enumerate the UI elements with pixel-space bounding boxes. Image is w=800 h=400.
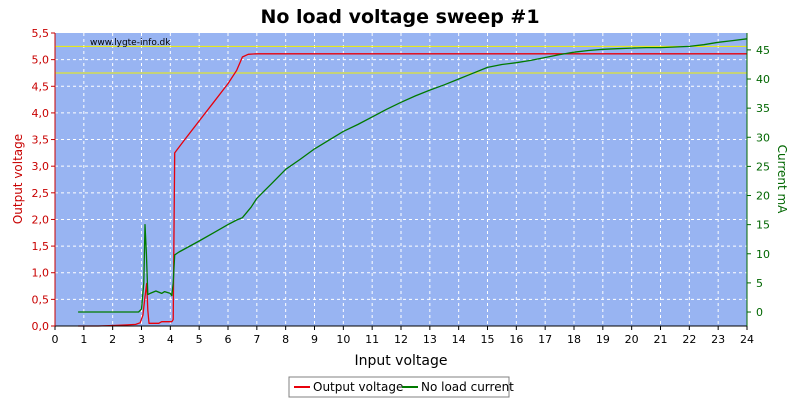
y-right-tick-label: 35 (756, 102, 770, 115)
x-axis-title: Input voltage (354, 353, 447, 369)
series-output-voltage (78, 53, 747, 327)
x-tick-label: 18 (567, 333, 581, 346)
x-tick-label: 2 (109, 333, 116, 346)
x-tick-label: 17 (538, 333, 552, 346)
y-right-tick-label: 15 (756, 219, 770, 232)
x-tick-label: 12 (394, 333, 408, 346)
y-right-tick-label: 0 (756, 306, 763, 319)
legend: Output voltage No load current (288, 376, 514, 398)
legend-label-voltage: Output voltage (313, 380, 403, 394)
y-right-tick-label: 30 (756, 131, 770, 144)
x-tick-label: 24 (740, 333, 754, 346)
x-tick-label: 14 (452, 333, 466, 346)
y-left-tick-label: 5,0 (32, 54, 50, 67)
y-left-tick-label: 0,0 (32, 320, 50, 333)
watermark: www.lygte-info.dk (90, 38, 171, 48)
y-left-tick-label: 2,0 (32, 213, 50, 226)
x-tick-label: 16 (509, 333, 523, 346)
y-left-tick-label: 4,0 (32, 107, 50, 120)
x-tick-label: 8 (282, 333, 289, 346)
x-tick-label: 4 (167, 333, 174, 346)
x-tick-label: 0 (52, 333, 59, 346)
legend-label-current: No load current (421, 380, 514, 394)
x-tick-label: 1 (80, 333, 87, 346)
y-left-tick-label: 1,5 (32, 240, 50, 253)
x-tick-label: 9 (311, 333, 318, 346)
x-tick-label: 7 (253, 333, 260, 346)
x-tick-label: 11 (365, 333, 379, 346)
x-tick-label: 15 (481, 333, 495, 346)
y-left-axis-title: Output voltage (11, 134, 25, 224)
axis-group: 0 1 2 3 4 5 6 7 8 9 10 11 12 13 14 15 16 17 18 19 20 21 22 23 24… (32, 27, 771, 346)
y-right-axis-title: Current mA (775, 145, 789, 215)
series-no-load-current (78, 38, 748, 313)
y-right-tick-label: 40 (756, 73, 770, 86)
y-right-tick-label: 20 (756, 190, 770, 203)
legend-box (288, 376, 510, 398)
y-left-tick-label: 3,5 (32, 134, 50, 147)
x-tick-label: 13 (423, 333, 437, 346)
y-left-tick-label: 2,5 (32, 187, 50, 200)
x-tick-label: 10 (336, 333, 350, 346)
x-tick-label: 5 (196, 333, 203, 346)
x-tick-label: 3 (138, 333, 145, 346)
series-group (78, 38, 748, 327)
x-tick-label: 20 (625, 333, 639, 346)
y-right-tick-label: 5 (756, 277, 763, 290)
x-tick-label: 23 (711, 333, 725, 346)
reference-lines (55, 45, 747, 74)
y-left-tick-label: 4,5 (32, 80, 50, 93)
y-left-tick-label: 3,0 (32, 160, 50, 173)
grid-group (55, 33, 747, 326)
y-right-tick-label: 10 (756, 248, 770, 261)
x-tick-label: 6 (225, 333, 232, 346)
x-tick-label: 21 (654, 333, 668, 346)
y-left-tick-label: 5,5 (32, 27, 50, 40)
chart-title: No load voltage sweep #1 (260, 6, 539, 28)
x-tick-label: 22 (682, 333, 696, 346)
x-tick-label: 19 (596, 333, 610, 346)
y-right-tick-label: 45 (756, 44, 770, 57)
y-left-tick-label: 0,5 (32, 293, 50, 306)
y-left-tick-label: 1,0 (32, 267, 50, 280)
y-right-tick-label: 25 (756, 160, 770, 173)
